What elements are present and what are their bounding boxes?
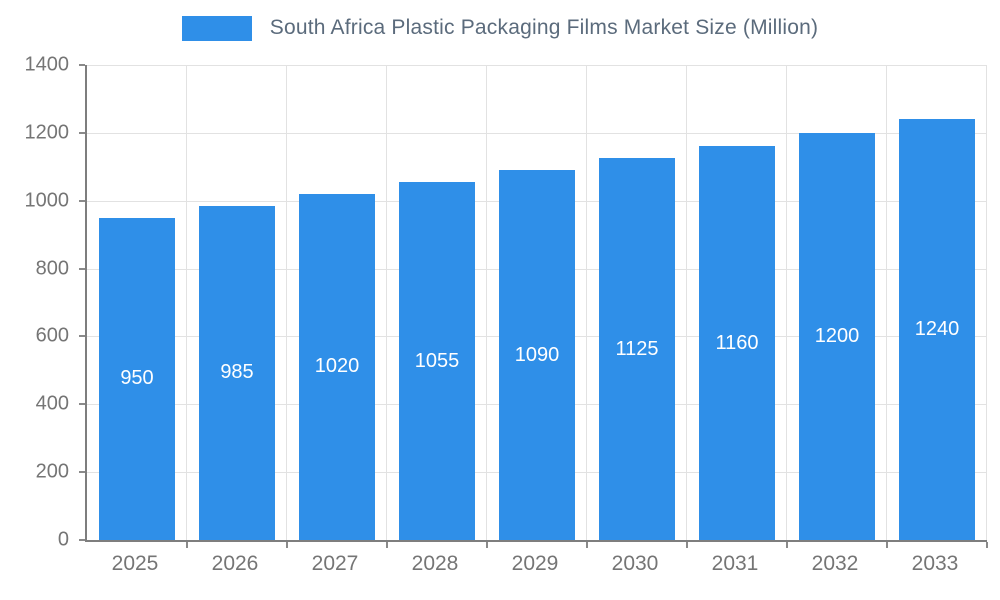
bar-2031[interactable]: 1160 xyxy=(699,146,775,540)
y-tick-mark xyxy=(79,64,85,66)
y-tick-mark xyxy=(79,131,85,134)
bar-2026[interactable]: 985 xyxy=(199,205,275,540)
bar-2025[interactable]: 950 xyxy=(99,217,175,540)
bar-value-label: 1090 xyxy=(514,343,560,366)
bar-2033[interactable]: 1240 xyxy=(899,119,975,540)
x-tick-label: 2026 xyxy=(211,552,259,575)
y-axis: 0 200 400 600 800 1000 1200 1400 xyxy=(0,54,85,551)
v-gridline xyxy=(186,65,187,540)
v-gridline xyxy=(386,65,387,540)
bar-2027[interactable]: 1020 xyxy=(299,193,375,540)
y-tick-label: 1200 xyxy=(24,121,70,144)
h-gridline xyxy=(87,65,987,66)
x-tick-mark xyxy=(386,542,388,548)
bar-value-label: 1055 xyxy=(414,349,460,372)
y-tick-label: 600 xyxy=(35,324,69,347)
bar-value-label: 1125 xyxy=(615,337,659,360)
bar-value-label: 950 xyxy=(120,367,154,390)
bar-2030[interactable]: 1125 xyxy=(599,158,675,540)
y-tick-mark xyxy=(79,539,85,541)
bar-2032[interactable]: 1200 xyxy=(799,132,875,540)
h-gridline xyxy=(87,132,987,134)
y-tick-mark xyxy=(79,403,85,406)
x-tick-mark xyxy=(786,542,788,548)
y-tick-mark xyxy=(79,471,85,474)
bar-value-label: 1020 xyxy=(314,355,360,378)
y-tick-label: 400 xyxy=(35,392,69,415)
legend: South Africa Plastic Packaging Films Mar… xyxy=(0,12,1000,44)
v-gridline xyxy=(786,65,787,540)
x-tick-mark xyxy=(186,542,188,548)
bar-value-label: 985 xyxy=(220,361,254,384)
v-gridline xyxy=(986,65,987,540)
y-tick-label: 200 xyxy=(35,460,69,483)
v-gridline xyxy=(686,65,687,540)
x-tick-mark xyxy=(486,542,488,548)
y-tick-mark xyxy=(79,267,85,270)
v-gridline xyxy=(886,65,887,540)
x-tick-mark xyxy=(686,542,688,548)
x-tick-label: 2025 xyxy=(111,552,159,575)
x-tick-label: 2029 xyxy=(511,552,559,575)
v-gridline xyxy=(586,65,587,540)
legend-swatch-icon xyxy=(181,15,252,41)
v-gridline xyxy=(286,65,287,540)
x-tick-mark xyxy=(986,542,988,548)
x-axis: 2025 2026 2027 2028 2029 2030 2031 2032 2033 xyxy=(85,552,985,584)
x-tick-label: 2033 xyxy=(911,552,959,575)
x-tick-label: 2027 xyxy=(311,552,359,575)
bar-value-label: 1160 xyxy=(715,331,759,354)
bar-value-label: 1240 xyxy=(914,318,960,341)
x-tick-mark xyxy=(286,542,288,548)
x-tick-label: 2032 xyxy=(811,552,859,575)
x-tick-label: 2031 xyxy=(711,552,759,575)
y-tick-label: 800 xyxy=(35,257,69,280)
x-tick-label: 2028 xyxy=(411,552,459,575)
y-tick-mark xyxy=(79,335,85,338)
y-tick-label: 0 xyxy=(57,528,69,551)
y-tick-label: 1000 xyxy=(24,189,70,212)
plot-area: 950 985 1020 1055 1090 1125 1160 1200 1240 xyxy=(85,65,988,548)
x-tick-mark xyxy=(586,542,588,548)
v-gridline xyxy=(486,65,487,540)
bar-2029[interactable]: 1090 xyxy=(499,170,575,540)
y-tick-label: 1400 xyxy=(24,53,70,76)
legend-item[interactable]: South Africa Plastic Packaging Films Mar… xyxy=(181,15,819,41)
x-tick-mark xyxy=(886,542,888,548)
bar-value-label: 1200 xyxy=(814,324,860,347)
y-tick-mark xyxy=(79,199,85,202)
chart-title: South Africa Plastic Packaging Films Mar… xyxy=(269,16,819,39)
x-tick-label: 2030 xyxy=(611,552,659,575)
bar-2028[interactable]: 1055 xyxy=(399,182,475,540)
